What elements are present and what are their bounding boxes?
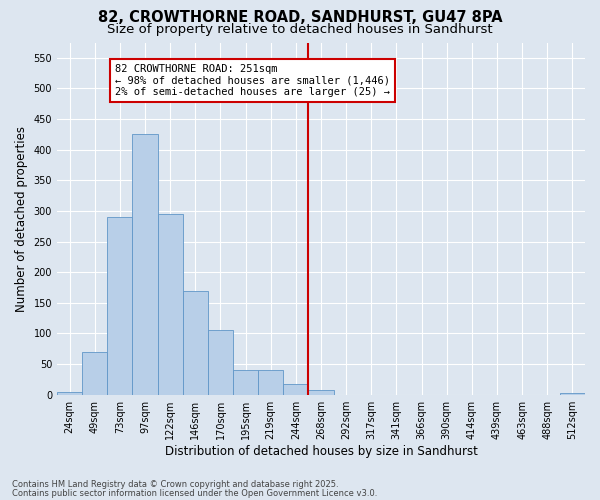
- Bar: [258, 370, 283, 394]
- Text: Contains HM Land Registry data © Crown copyright and database right 2025.: Contains HM Land Registry data © Crown c…: [12, 480, 338, 489]
- Bar: [183, 290, 208, 395]
- Y-axis label: Number of detached properties: Number of detached properties: [15, 126, 28, 312]
- Bar: [107, 217, 133, 394]
- Bar: [233, 370, 258, 394]
- Text: 82 CROWTHORNE ROAD: 251sqm
← 98% of detached houses are smaller (1,446)
2% of se: 82 CROWTHORNE ROAD: 251sqm ← 98% of deta…: [115, 64, 390, 97]
- Bar: [57, 392, 82, 394]
- Bar: [158, 214, 183, 394]
- Bar: [133, 134, 158, 394]
- Text: Size of property relative to detached houses in Sandhurst: Size of property relative to detached ho…: [107, 22, 493, 36]
- Bar: [308, 390, 334, 394]
- Bar: [208, 330, 233, 394]
- Bar: [82, 352, 107, 395]
- Bar: [560, 393, 585, 394]
- X-axis label: Distribution of detached houses by size in Sandhurst: Distribution of detached houses by size …: [164, 444, 478, 458]
- Text: Contains public sector information licensed under the Open Government Licence v3: Contains public sector information licen…: [12, 488, 377, 498]
- Bar: [283, 384, 308, 394]
- Text: 82, CROWTHORNE ROAD, SANDHURST, GU47 8PA: 82, CROWTHORNE ROAD, SANDHURST, GU47 8PA: [98, 10, 502, 25]
